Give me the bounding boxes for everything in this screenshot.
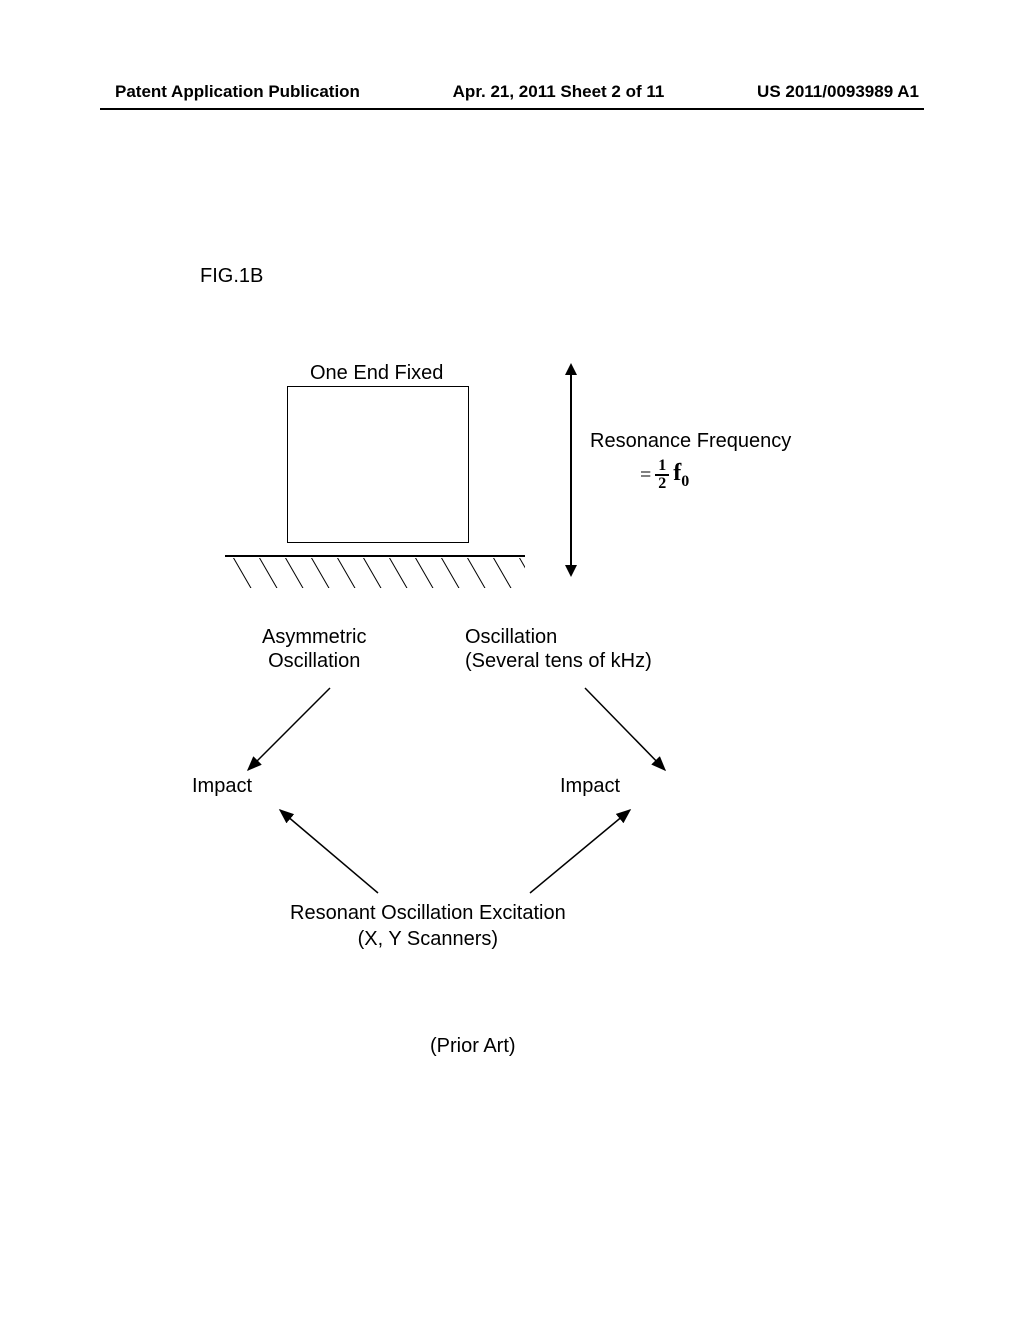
header-rule (100, 108, 924, 110)
header-center: Apr. 21, 2011 Sheet 2 of 11 (453, 82, 665, 102)
resonant-excitation-label: Resonant Oscillation Excitation (X, Y Sc… (290, 900, 566, 952)
block-rect (287, 386, 469, 543)
fraction-numerator: 1 (655, 458, 669, 476)
asymmetric-oscillation-label: Asymmetric Oscillation (262, 625, 366, 673)
zero-subscript: 0 (681, 472, 689, 489)
fraction-denominator: 2 (655, 476, 669, 492)
impact-left-label: Impact (192, 775, 252, 798)
resonance-arrow-up-icon (565, 363, 577, 375)
asym-line2: Oscillation (268, 650, 360, 672)
page-header: Patent Application Publication Apr. 21, … (115, 82, 919, 102)
osc-line2: (Several tens of kHz) (465, 650, 652, 672)
ground-hatching (225, 558, 525, 588)
fraction: 1 2 (655, 458, 669, 492)
osc-line1: Oscillation (465, 626, 557, 648)
header-left: Patent Application Publication (115, 82, 360, 102)
equals-sign: = (640, 464, 651, 487)
resonant-line2: (X, Y Scanners) (358, 928, 498, 950)
header-right: US 2011/0093989 A1 (757, 82, 919, 102)
one-end-fixed-label: One End Fixed (310, 362, 443, 385)
f0-symbol: f0 (673, 460, 689, 491)
figure-label: FIG.1B (200, 265, 263, 288)
page: Patent Application Publication Apr. 21, … (0, 0, 1024, 1320)
resonance-arrow-down-icon (565, 565, 577, 577)
resonance-frequency-label: Resonance Frequency (590, 430, 791, 453)
asym-line1: Asymmetric (262, 626, 366, 648)
resonance-arrow-shaft (570, 370, 572, 570)
resonant-line1: Resonant Oscillation Excitation (290, 902, 566, 924)
oscillation-label: Oscillation (Several tens of kHz) (465, 625, 652, 673)
resonance-formula: = 1 2 f0 (640, 458, 689, 492)
prior-art-label: (Prior Art) (430, 1035, 516, 1058)
ground-line (225, 555, 525, 557)
impact-right-label: Impact (560, 775, 620, 798)
